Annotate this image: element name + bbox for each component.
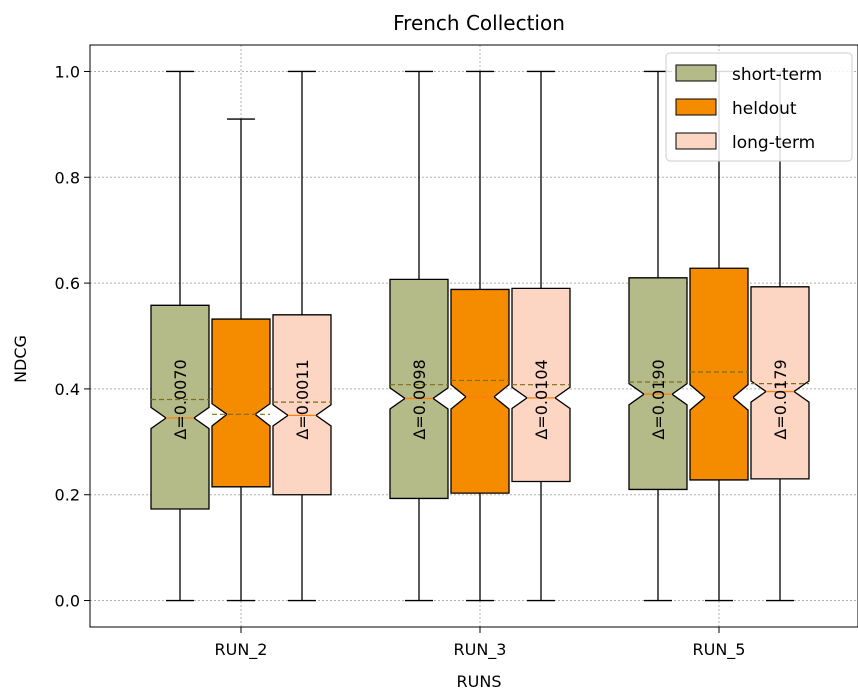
x-tick-label: RUN_5 <box>693 640 746 660</box>
notched-box <box>450 288 510 494</box>
y-tick-label: 0.8 <box>55 168 80 187</box>
x-tick-label: RUN_3 <box>454 640 507 660</box>
legend-swatch <box>675 98 717 116</box>
box-short-term-RUN_2 <box>150 70 210 602</box>
x-axis-label: RUNS <box>457 672 502 691</box>
y-tick-label: 0.2 <box>55 486 80 505</box>
delta-annotation: Δ=0.0190 <box>649 359 668 439</box>
notched-box <box>150 304 210 510</box>
box-heldout-RUN_5 <box>689 70 749 602</box>
y-axis-label: NDCG <box>11 335 30 383</box>
delta-annotation: Δ=0.0179 <box>771 359 790 439</box>
legend-label: long-term <box>732 133 815 153</box>
box-long-term-RUN_2 <box>272 70 332 602</box>
box-short-term-RUN_3 <box>389 70 449 602</box>
axis-ticks: 0.0 0.2 0.4 0.6 0.8 1.0 RUN_2 RUN_3 RUN_5 <box>55 62 746 660</box>
legend-swatch <box>675 132 717 150</box>
box-long-term-RUN_3 <box>511 70 571 602</box>
box-series <box>150 70 810 602</box>
chart-title: French Collection <box>393 11 565 35</box>
y-tick-label: 0.0 <box>55 592 80 611</box>
legend-swatch <box>675 64 717 82</box>
delta-annotation: Δ=0.0098 <box>410 359 429 439</box>
notched-box <box>389 278 449 500</box>
delta-annotations: Δ=0.0070 Δ=0.0011 Δ=0.0098 Δ=0.0104 Δ=0.0190… <box>171 359 790 439</box>
box-heldout-RUN_3 <box>450 70 510 602</box>
y-tick-label: 0.6 <box>55 274 80 293</box>
notched-box <box>750 286 810 480</box>
y-tick-label: 1.0 <box>55 62 80 81</box>
plot-frame <box>89 44 858 628</box>
delta-annotation: Δ=0.0070 <box>171 359 190 439</box>
notched-box <box>628 277 688 491</box>
legend-label: short-term <box>732 65 822 85</box>
delta-annotation: Δ=0.0104 <box>532 359 551 439</box>
notched-box <box>689 267 749 481</box>
x-tick-label: RUN_2 <box>215 640 268 660</box>
y-tick-label: 0.4 <box>55 380 80 399</box>
box-heldout-RUN_2 <box>211 118 271 602</box>
legend-label: heldout <box>732 99 797 119</box>
notched-box <box>272 314 332 496</box>
box-short-term-RUN_5 <box>628 70 688 602</box>
delta-annotation: Δ=0.0011 <box>293 359 312 439</box>
notched-box <box>211 318 271 488</box>
legend: short-term heldout long-term <box>665 52 853 162</box>
